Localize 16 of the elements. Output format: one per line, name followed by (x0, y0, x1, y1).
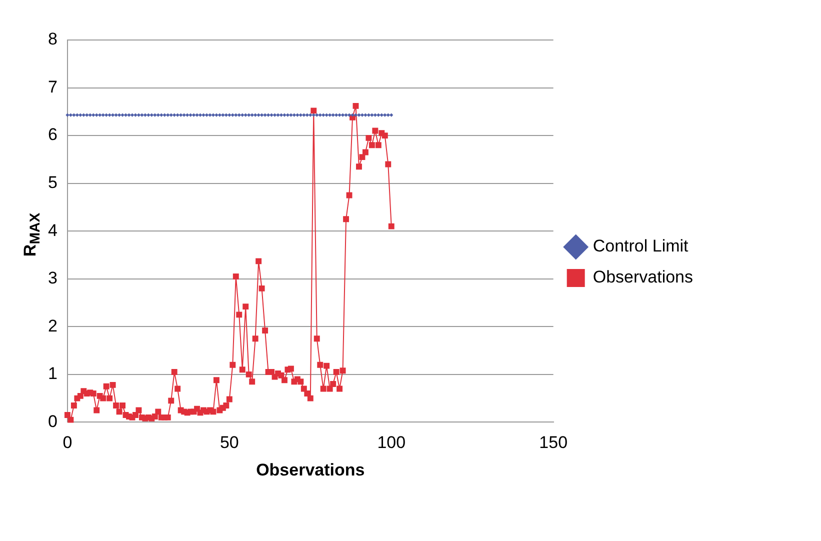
legend-label: Observations (592, 268, 694, 287)
y-tick-label: 7 (48, 77, 58, 96)
x-axis-title: Observations (256, 460, 365, 480)
x-tick-label: 150 (539, 433, 568, 452)
y-tick-label: 8 (48, 30, 58, 49)
x-tick-label: 0 (62, 433, 72, 452)
y-tick-label: 1 (48, 364, 58, 384)
x-tick-label: 100 (377, 433, 406, 452)
y-tick-label: 4 (48, 220, 58, 240)
y-tick-label: 6 (48, 125, 58, 144)
legend-label: Control Limit (592, 236, 689, 256)
y-tick-label: 0 (48, 412, 58, 431)
x-tick-label: 50 (220, 433, 239, 452)
y-tick-label: 2 (48, 316, 58, 336)
y-tick-label: 5 (48, 173, 58, 192)
y-tick-label: 3 (48, 268, 58, 288)
